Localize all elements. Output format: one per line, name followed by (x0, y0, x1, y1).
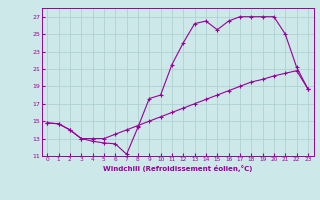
X-axis label: Windchill (Refroidissement éolien,°C): Windchill (Refroidissement éolien,°C) (103, 165, 252, 172)
